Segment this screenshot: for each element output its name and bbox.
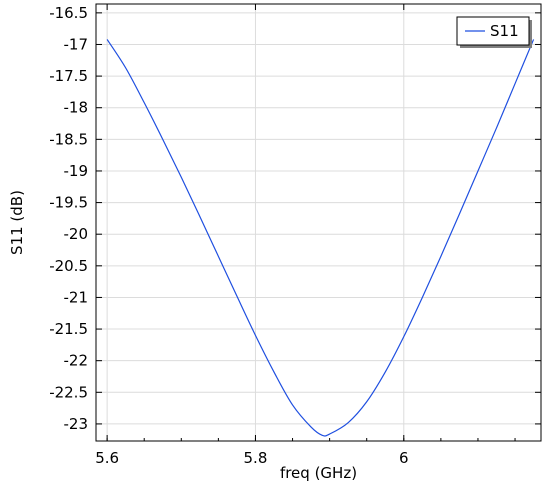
y-tick-label: -22.5 — [49, 383, 88, 401]
y-tick-label: -20 — [64, 225, 89, 243]
x-tick-label: 5.6 — [95, 449, 119, 467]
y-tick-label: -19.5 — [49, 194, 88, 212]
y-tick-label: -16.5 — [49, 4, 88, 22]
y-tick-label: -17.5 — [49, 67, 88, 85]
y-tick-label: -17 — [64, 35, 89, 53]
y-tick-label: -22 — [64, 352, 89, 370]
axis-ticks: -16.5 -17 -17.5 -18 -18.5 -19 -19.5 -20 -20.5 -21… — [49, 4, 541, 467]
series-layer — [106, 39, 535, 437]
y-tick-label: -23 — [64, 415, 89, 433]
y-tick-label: -21 — [64, 288, 89, 306]
legend-label-s11: S11 — [490, 22, 519, 40]
x-axis-title: freq (GHz) — [280, 464, 357, 482]
y-tick-label: -19 — [64, 162, 89, 180]
legend: S11 — [456, 16, 532, 48]
y-tick-label: -21.5 — [49, 320, 88, 338]
y-tick-label: -18 — [64, 99, 89, 117]
y-tick-label: -20.5 — [49, 257, 88, 275]
x-tick-label: 5.8 — [244, 449, 268, 467]
y-tick-label: -18.5 — [49, 130, 88, 148]
plot-area — [95, 3, 542, 442]
series-line-s11 — [106, 39, 535, 437]
y-axis-title: S11 (dB) — [8, 190, 26, 255]
grid — [96, 4, 541, 441]
x-tick-label: 6 — [399, 449, 409, 467]
